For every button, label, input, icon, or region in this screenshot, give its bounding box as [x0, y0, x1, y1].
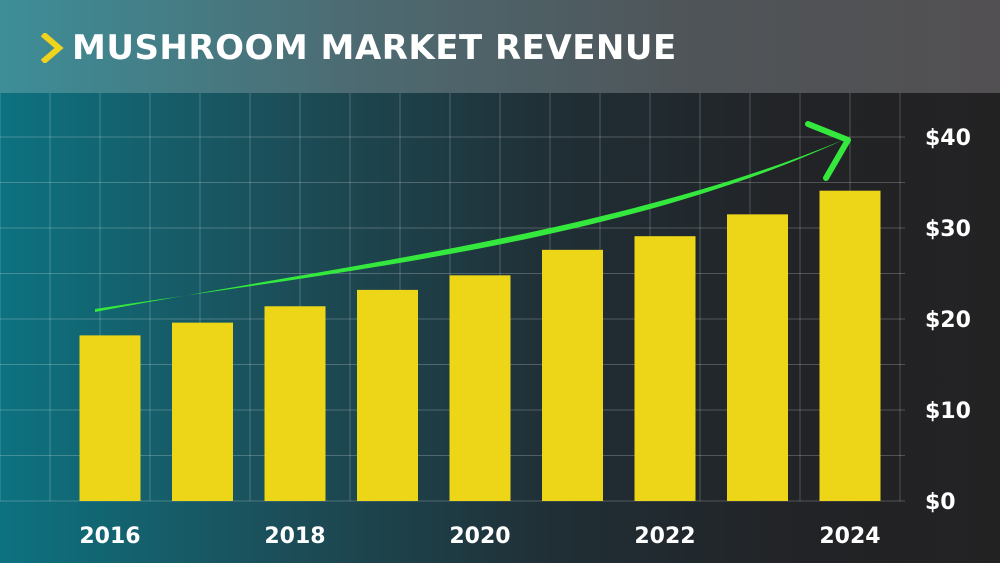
- bar-2018: [264, 306, 326, 501]
- x-tick-label: 2024: [819, 524, 880, 549]
- bar-2023: [727, 214, 788, 501]
- bar-2024: [819, 190, 881, 501]
- trend-arrow: [95, 121, 851, 312]
- y-tick-label: $30: [925, 217, 971, 242]
- x-tick-label: 2016: [79, 524, 140, 549]
- chevron-right-icon: [40, 33, 64, 63]
- bar-2020: [449, 275, 511, 501]
- y-tick-label: $10: [925, 399, 971, 424]
- title-bar: MUSHROOM MARKET REVENUE: [0, 0, 1000, 93]
- bar-2016: [79, 335, 141, 501]
- trend-arrowhead: [805, 121, 851, 181]
- y-tick-label: $0: [925, 490, 956, 515]
- bar-2019: [357, 289, 418, 501]
- bar-2022: [634, 236, 696, 501]
- chart-title: MUSHROOM MARKET REVENUE: [72, 28, 677, 68]
- y-tick-label: $20: [925, 308, 971, 333]
- y-axis-labels: $0 $10 $20 $30 $40: [925, 126, 971, 515]
- bar-2021: [542, 249, 603, 501]
- x-tick-label: 2018: [264, 524, 325, 549]
- bar-2017: [172, 322, 233, 501]
- x-tick-label: 2020: [449, 524, 510, 549]
- x-axis-labels: 2016 2018 2020 2022 2024: [79, 524, 880, 549]
- y-tick-label: $40: [925, 126, 971, 151]
- x-tick-label: 2022: [634, 524, 695, 549]
- bar-chart: 2016 2018 2020 2022 2024 $0 $10 $20 $30 $40: [0, 93, 971, 549]
- bar-series: [79, 190, 881, 501]
